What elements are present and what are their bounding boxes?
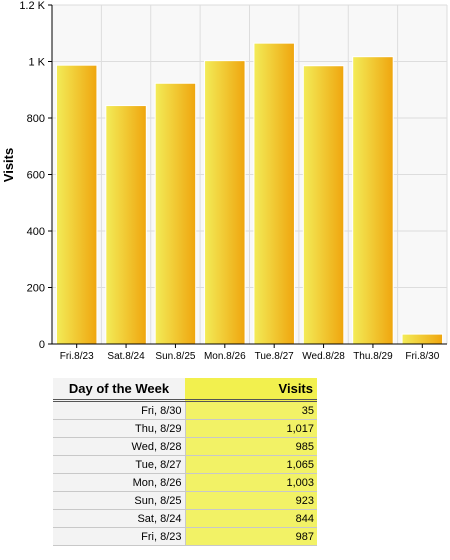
table-cell-visits: 923 [185, 491, 317, 510]
table-cell-visits: 844 [185, 509, 317, 528]
column-header-visits[interactable]: Visits [185, 378, 317, 402]
table-row: Sat, 8/24 844 [53, 509, 317, 528]
table-header-row: Day of the Week Visits [53, 378, 317, 402]
bar[interactable] [253, 42, 295, 345]
y-tick-label: 800 [27, 113, 45, 125]
table-cell-day: Fri, 8/30 [53, 400, 186, 420]
x-tick-label: Fri.8/30 [405, 351, 439, 362]
table-row: Tue, 8/27 1,065 [53, 455, 317, 474]
table-row: Sun, 8/25 923 [53, 491, 317, 510]
x-tick-label: Tue.8/27 [255, 351, 295, 362]
y-tick-label: 1.2 K [19, 0, 45, 12]
y-axis-label: Visits [1, 148, 16, 182]
table-cell-visits: 987 [185, 527, 317, 546]
bar[interactable] [105, 105, 147, 345]
table-cell-day: Sat, 8/24 [53, 509, 186, 528]
table-row: Wed, 8/28 985 [53, 437, 317, 456]
visits-bar-chart: 0 200 400 600 800 1 K 1.2 K Fri.8/23 Sat.8/24 Sun… [1, 0, 448, 362]
x-tick-label: Mon.8/26 [204, 351, 246, 362]
table-cell-visits: 985 [185, 437, 317, 456]
y-tick-label: 1 K [28, 57, 45, 69]
y-tick-label: 600 [27, 170, 45, 182]
column-header-day[interactable]: Day of the Week [53, 378, 185, 402]
x-tick-label: Sat.8/24 [107, 351, 145, 362]
table-cell-day: Sun, 8/25 [53, 491, 186, 510]
bar[interactable] [352, 56, 394, 345]
y-tick-label: 0 [39, 339, 45, 351]
bar[interactable] [55, 64, 98, 345]
visits-table: Day of the Week Visits Fri, 8/30 35 Thu, 8… [53, 378, 317, 546]
table-cell-day: Wed, 8/28 [53, 437, 186, 456]
table-cell-visits: 1,017 [185, 419, 317, 438]
table-cell-day: Fri, 8/23 [53, 527, 186, 546]
table-cell-day: Thu, 8/29 [53, 419, 186, 438]
table-cell-visits: 1,065 [185, 455, 317, 474]
table-row: Fri, 8/30 35 [53, 400, 317, 420]
table-row: Fri, 8/23 987 [53, 527, 317, 546]
table-cell-visits: 1,003 [185, 473, 317, 492]
bar[interactable] [154, 82, 197, 345]
table-row: Thu, 8/29 1,017 [53, 419, 317, 438]
table-cell-visits: 35 [185, 400, 317, 420]
y-tick-label: 200 [27, 283, 45, 295]
table-cell-day: Tue, 8/27 [53, 455, 186, 474]
bar[interactable] [401, 333, 444, 345]
bar[interactable] [302, 65, 345, 345]
x-tick-label: Fri.8/23 [60, 351, 94, 362]
table-row: Mon, 8/26 1,003 [53, 473, 317, 492]
x-tick-label: Thu.8/29 [353, 351, 393, 362]
bar[interactable] [204, 60, 246, 345]
x-tick-label: Wed.8/28 [302, 351, 345, 362]
table-cell-day: Mon, 8/26 [53, 473, 186, 492]
x-tick-label: Sun.8/25 [155, 351, 195, 362]
y-tick-label: 400 [27, 226, 45, 238]
